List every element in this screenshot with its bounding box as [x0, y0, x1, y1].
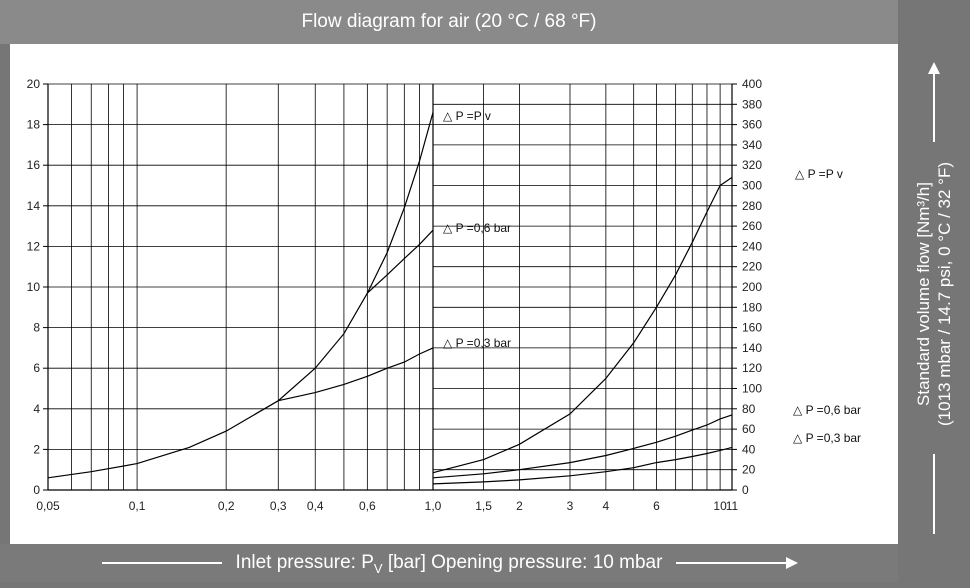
series-line	[47, 112, 434, 479]
y-tick-label: 10	[27, 280, 41, 294]
x-tick-label: 0,05	[36, 499, 60, 513]
arrow-left-line	[101, 561, 222, 564]
y-axis-label-bar: Standard volume flow [Nm³/h] (1013 mbar …	[898, 44, 970, 544]
series-label: △ P =0,6 bar	[793, 403, 861, 417]
y-tick-label: 14	[27, 199, 41, 213]
arrow-up-icon	[928, 62, 940, 142]
y-tick-label: 4	[33, 402, 40, 416]
series-line	[432, 176, 733, 474]
y-tick-label: 280	[742, 199, 762, 213]
y-tick-label: 400	[742, 77, 762, 91]
x-axis-label-prefix: Inlet pressure: P	[235, 552, 374, 573]
y-tick-label: 8	[33, 321, 40, 335]
y-tick-label: 320	[742, 158, 762, 172]
chart-title: Flow diagram for air (20 °C / 68 °F)	[0, 0, 898, 44]
tick-labels: 0 2 4 6 8 10 12 14 16 18 20 0,05 0,1 0,2 0,3 0,4 0,6 1,0 0…	[27, 77, 763, 513]
y-tick-label: 0	[742, 483, 749, 497]
x-tick-label: 1,0	[425, 499, 442, 513]
y-tick-label: 6	[33, 361, 40, 375]
series-label: △ P =P v	[443, 109, 491, 123]
y-tick-label: 0	[33, 483, 40, 497]
x-tick-label: 0,3	[270, 499, 287, 513]
y-tick-label: 260	[742, 219, 762, 233]
series-labels: △ P =P v △ P =0,6 bar △ P =0,3 bar △ P =P v…	[443, 109, 861, 445]
y-tick-label: 120	[742, 361, 762, 375]
y-tick-label: 12	[27, 239, 41, 253]
series-label: △ P =0,6 bar	[443, 221, 511, 235]
x-axis-label-suffix: [bar] Opening pressure: 10 mbar	[382, 552, 663, 573]
y-tick-label: 20	[742, 463, 756, 477]
x-tick-label: 6	[653, 499, 660, 513]
series-line	[366, 229, 434, 294]
x-tick-label: 11	[726, 499, 739, 513]
y-tick-label: 20	[27, 77, 41, 91]
y-tick-label: 300	[742, 179, 762, 193]
arrow-right-icon	[676, 556, 799, 569]
x-tick-label: 2	[516, 499, 523, 513]
y-tick-label: 40	[742, 442, 756, 456]
y-tick-label: 100	[742, 382, 762, 396]
axes	[43, 83, 737, 491]
y-axis-label-line2: (1013 mbar / 14.7 psi, 0 °C / 32 °F)	[935, 162, 954, 426]
y-tick-label: 180	[742, 300, 762, 314]
x-tick-label: 0,6	[359, 499, 376, 513]
x-tick-label: 1,5	[475, 499, 492, 513]
x-tick-label: 10	[713, 499, 727, 513]
series-lines	[47, 112, 733, 485]
series-label: △ P =0,3 bar	[443, 336, 511, 350]
x-tick-label: 0,2	[218, 499, 235, 513]
x-tick-label: 0,1	[129, 499, 146, 513]
x-axis-label: Inlet pressure: PV [bar] Opening pressur…	[0, 544, 898, 582]
flow-chart: 0 2 4 6 8 10 12 14 16 18 20 0,05 0,1 0,2 0,3 0,4 0,6 1,0 0…	[27, 77, 861, 513]
series-label: △ P =P v	[795, 167, 843, 181]
y-tick-label: 360	[742, 118, 762, 132]
y-tick-label: 18	[27, 118, 41, 132]
y-tick-label: 160	[742, 321, 762, 335]
series-line	[432, 414, 733, 479]
plot-panel: 0 2 4 6 8 10 12 14 16 18 20 0,05 0,1 0,2 0,3 0,4 0,6 1,0 0…	[10, 44, 898, 544]
series-line	[278, 347, 434, 402]
y-tick-label: 60	[742, 422, 756, 436]
y-tick-label: 200	[742, 280, 762, 294]
x-axis-label-bar: Inlet pressure: PV [bar] Opening pressur…	[0, 544, 898, 582]
x-axis-label-sub: V	[373, 560, 383, 576]
y-tick-label: 240	[742, 239, 762, 253]
x-tick-label: 4	[603, 499, 610, 513]
y-tick-label: 380	[742, 97, 762, 111]
y-tick-label: 16	[27, 158, 41, 172]
x-tick-label: 0,4	[307, 499, 324, 513]
y-axis-arrow-line	[933, 454, 935, 534]
y-tick-label: 140	[742, 341, 762, 355]
y-axis-label: Standard volume flow [Nm³/h] (1013 mbar …	[913, 162, 955, 426]
grid-lines	[47, 83, 732, 491]
y-tick-label: 80	[742, 402, 756, 416]
y-tick-label: 340	[742, 138, 762, 152]
y-axis-label-line1: Standard volume flow [Nm³/h]	[914, 182, 933, 406]
x-tick-label: 3	[567, 499, 574, 513]
series-line	[432, 446, 733, 485]
y-tick-label: 220	[742, 260, 762, 274]
series-label: △ P =0,3 bar	[793, 431, 861, 445]
y-tick-label: 2	[33, 442, 40, 456]
